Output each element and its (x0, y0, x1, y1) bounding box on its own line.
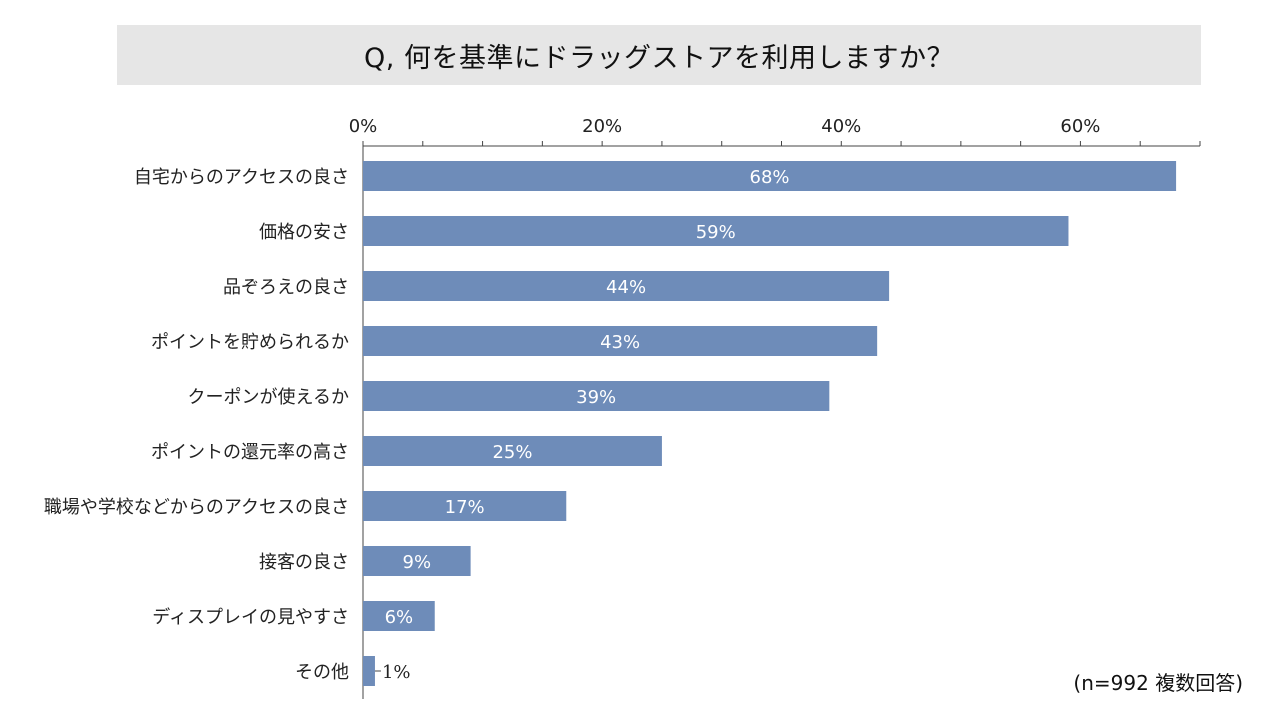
category-label: 自宅からのアクセスの良さ (134, 167, 349, 188)
category-label: ディスプレイの見やすさ (152, 607, 349, 628)
category-label: その他 (295, 662, 349, 683)
data-label: 1% (382, 662, 411, 683)
bar (363, 271, 890, 301)
bar (363, 436, 662, 466)
x-tick-label: 20% (582, 116, 622, 137)
data-label: 17% (445, 497, 485, 518)
bar (363, 216, 1069, 246)
bar (363, 491, 567, 521)
bar (363, 601, 435, 631)
category-label: ポイントを貯められるか (151, 332, 349, 353)
category-label: ポイントの還元率の高さ (151, 442, 349, 463)
bar (363, 546, 471, 576)
bar (363, 326, 878, 356)
category-label: 品ぞろえの良さ (223, 277, 349, 298)
x-tick-label: 40% (821, 116, 861, 137)
data-label: 44% (606, 277, 646, 298)
bar (363, 381, 830, 411)
category-label: 接客の良さ (259, 552, 349, 573)
data-label: 43% (600, 332, 640, 353)
chart-title: Q, 何を基準にドラッグストアを利用しますか？ (364, 42, 954, 74)
x-tick-label: 0% (349, 116, 378, 137)
x-tick-label: 60% (1060, 116, 1100, 137)
category-label: 価格の安さ (259, 222, 349, 243)
category-label: 職場や学校などからのアクセスの良さ (44, 497, 349, 518)
data-label: 25% (492, 442, 532, 463)
data-label: 39% (576, 387, 616, 408)
category-label: クーポンが使えるか (188, 387, 349, 408)
bar (363, 161, 1177, 191)
data-label: 59% (696, 222, 736, 243)
data-label: 6% (385, 607, 414, 628)
bar (363, 656, 375, 686)
sample-note: (n=992 複数回答) (1073, 671, 1243, 695)
chart-title-bar: Q, 何を基準にドラッグストアを利用しますか？ (117, 25, 1201, 85)
data-label: 68% (750, 167, 790, 188)
data-label: 9% (403, 552, 432, 573)
